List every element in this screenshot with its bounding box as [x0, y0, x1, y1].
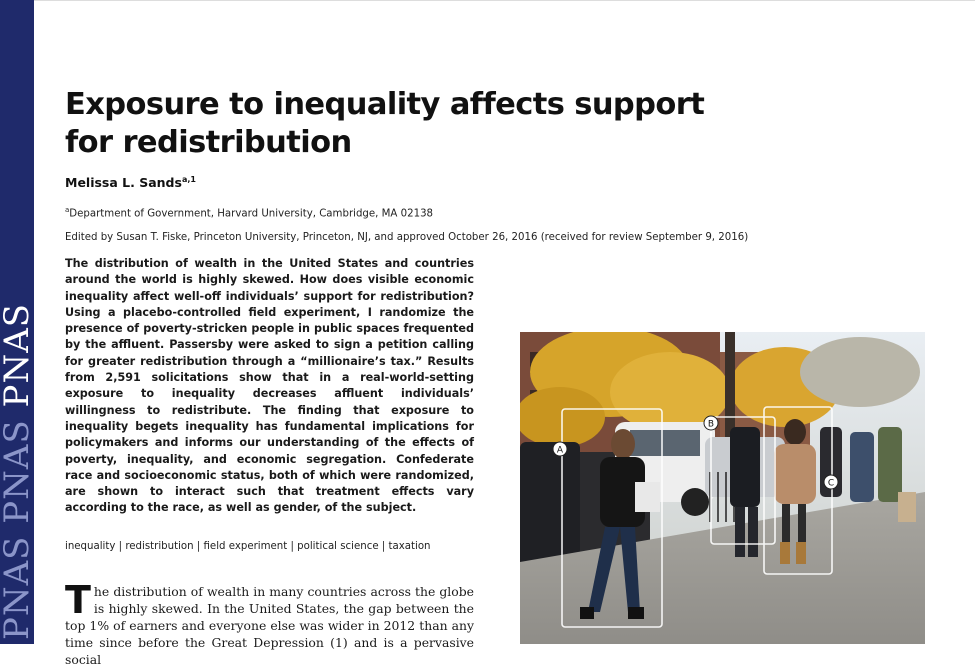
author-superscript[interactable]: a,1: [181, 175, 196, 184]
author-name: Melissa L. Sands: [65, 175, 182, 191]
figure-label-a: A: [557, 446, 564, 456]
affiliation-text: Department of Government, Harvard Univer…: [69, 208, 434, 220]
abstract: The distribution of wealth in the United…: [65, 257, 474, 515]
journal-side-band: PNAS PNAS PNAS: [0, 0, 34, 644]
affiliation: aDepartment of Government, Harvard Unive…: [65, 206, 433, 219]
label-c-marker: [823, 474, 839, 490]
article-title: Exposure to inequality affects support f…: [65, 87, 705, 160]
figure-label-b: B: [708, 420, 714, 430]
editor-note: Edited by Susan T. Fiske, Princeton Univ…: [65, 232, 749, 243]
top-rule: [34, 0, 975, 1]
street-scene-image: A B C: [520, 332, 925, 644]
journal-logo: PNAS PNAS PNAS: [0, 302, 34, 640]
label-b-marker: [703, 415, 719, 431]
figure-label-c: C: [828, 479, 834, 489]
body-paragraph: he distribution of wealth in many countr…: [65, 584, 474, 667]
drop-cap: T: [65, 578, 91, 622]
figure-photo: A B C: [520, 332, 925, 644]
label-a-marker: [552, 441, 568, 457]
affiliation-superscript: a: [65, 206, 70, 214]
keywords: inequality | redistribution | field expe…: [65, 541, 431, 552]
author-line: Melissa L. Sandsa,1: [65, 175, 196, 190]
